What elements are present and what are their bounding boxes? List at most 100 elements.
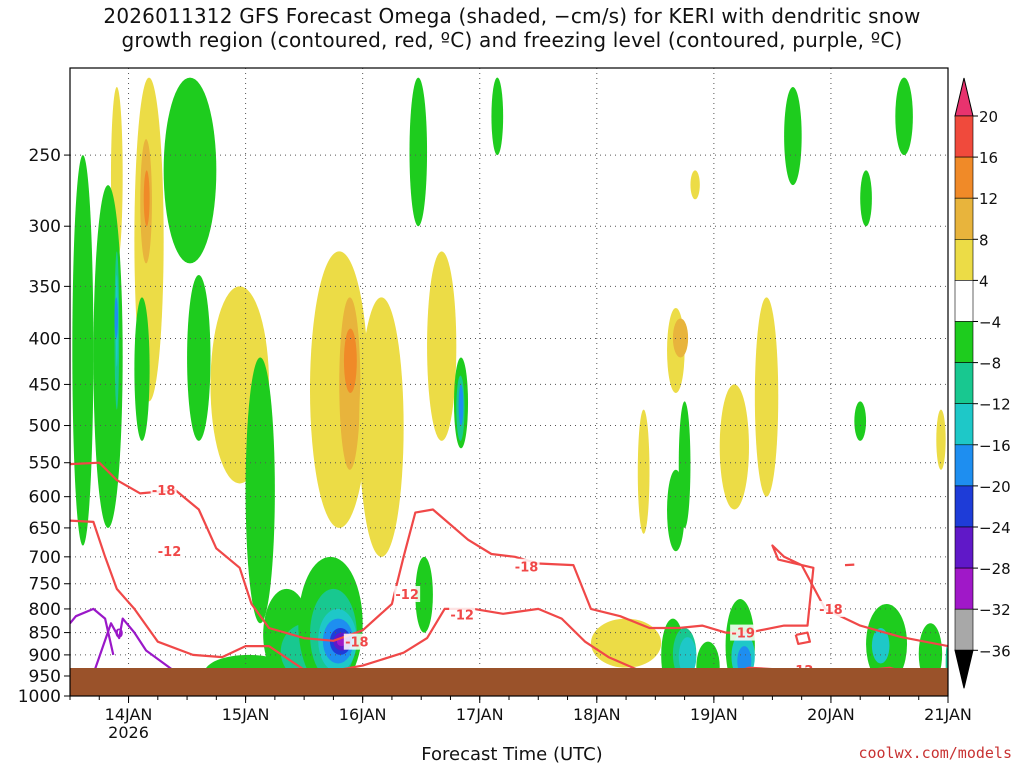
omega-blob xyxy=(409,77,428,227)
colorbar-segment xyxy=(954,197,974,240)
omega-blob xyxy=(895,77,913,156)
omega-blob xyxy=(491,77,504,156)
y-tick-label: 600 xyxy=(29,488,61,508)
credit-text: coolwx.com/models xyxy=(858,744,1012,762)
colorbar-label: 8 xyxy=(979,231,989,249)
contour-label-bg xyxy=(343,633,370,650)
omega-blob xyxy=(187,275,211,441)
dgz-contour-label: -18 xyxy=(345,636,369,651)
omega-blob xyxy=(245,357,275,624)
colorbar-segment xyxy=(954,239,974,281)
dgz-contour-label: -18 xyxy=(515,561,539,576)
contour-label-bg xyxy=(513,558,540,575)
omega-blob xyxy=(415,556,433,633)
omega-blob xyxy=(860,170,872,227)
colorbar-segment xyxy=(954,362,974,405)
dgz-contour-label: -18 xyxy=(152,484,176,499)
colorbar-top-arrow xyxy=(954,77,974,117)
y-tick-label: 900 xyxy=(29,646,61,666)
colorbar-segment xyxy=(954,526,974,569)
x-axis-label: Forecast Time (UTC) xyxy=(421,744,603,765)
colorbar-label: 16 xyxy=(979,149,998,167)
colorbar-segment xyxy=(954,280,974,322)
chart-title: 2026011312 GFS Forecast Omega (shaded, −… xyxy=(0,4,1024,52)
x-axis: 14JAN 15JAN 16JAN 17JAN 18JAN 19JAN 20JAN 21JAN… xyxy=(69,696,972,742)
omega-blob xyxy=(590,618,662,668)
colorbar-segment xyxy=(954,403,974,446)
colorbar-segment xyxy=(954,485,974,528)
x-tick-label: 20JAN xyxy=(807,705,855,724)
x-tick-label: 19JAN xyxy=(690,705,738,724)
contour-label-bg xyxy=(730,624,757,641)
colorbar-segment xyxy=(954,321,974,363)
title-line-1: 2026011312 GFS Forecast Omega (shaded, −… xyxy=(103,4,921,28)
colorbar-label: −32 xyxy=(979,601,1011,619)
omega-blob xyxy=(678,401,691,528)
y-tick-label: 950 xyxy=(29,667,61,687)
y-tick-label: 700 xyxy=(29,548,61,568)
dgz-small-segment xyxy=(844,563,855,567)
omega-blob xyxy=(359,297,404,557)
colorbar-label: −16 xyxy=(979,437,1011,455)
colorbar-label: 12 xyxy=(979,190,998,208)
dgz-contour-label: -18 xyxy=(819,603,843,618)
omega-blob xyxy=(784,87,802,186)
omega-shading xyxy=(72,77,948,693)
freezing-contour-label: 0 xyxy=(115,627,123,641)
colorbar-label: −12 xyxy=(979,396,1011,414)
y-tick-label: 850 xyxy=(29,624,61,644)
ground-shading xyxy=(70,668,948,696)
y-tick-label: 400 xyxy=(29,329,61,349)
y-tick-label: 550 xyxy=(29,454,61,474)
x-tick-label: 14JAN xyxy=(105,705,153,724)
dgz-contour-label: -19 xyxy=(731,627,755,642)
omega-blob xyxy=(678,637,697,676)
colorbar-label: 20 xyxy=(979,108,998,126)
omega-blob xyxy=(343,328,357,393)
colorbar-bottom-arrow xyxy=(954,649,974,689)
y-tick-label: 250 xyxy=(29,146,61,166)
colorbar-label: −28 xyxy=(979,560,1011,578)
colorbar-label: −8 xyxy=(979,355,1001,373)
y-tick-label: 800 xyxy=(29,600,61,620)
colorbar-segment xyxy=(954,156,974,199)
omega-blob xyxy=(143,170,150,227)
y-tick-label: 500 xyxy=(29,417,61,437)
colorbar-segment xyxy=(954,115,974,158)
y-tick-label: 750 xyxy=(29,575,61,595)
x-tick-label: 15JAN xyxy=(222,705,270,724)
omega-blob xyxy=(690,170,700,200)
colorbar-segment xyxy=(954,567,974,610)
contour-label-bg xyxy=(449,606,476,623)
contour-label-bg xyxy=(156,543,183,560)
y-tick-label: 350 xyxy=(29,277,61,297)
colorbar-segment xyxy=(954,444,974,487)
dgz-small-loop xyxy=(794,631,811,645)
y-tick-label: 300 xyxy=(29,217,61,237)
contour-label-bg xyxy=(394,586,421,603)
y-axis: 2503003504004505005506006507007508008509… xyxy=(18,146,70,707)
omega-blob xyxy=(854,401,867,441)
colorbar-label: −20 xyxy=(979,478,1011,496)
omega-blob xyxy=(163,77,217,264)
omega-blob xyxy=(637,409,650,534)
omega-blob xyxy=(936,409,946,470)
colorbar-label: −4 xyxy=(979,314,1001,332)
omega-blob xyxy=(719,384,749,510)
y-tick-label: 450 xyxy=(29,375,61,395)
colorbar-label: 4 xyxy=(979,272,989,290)
colorbar-label: −24 xyxy=(979,519,1011,537)
omega-blob xyxy=(114,297,118,339)
x-tick-label: 17JAN xyxy=(456,705,504,724)
x-tick-label: 16JAN xyxy=(339,705,387,724)
omega-blob xyxy=(72,155,94,546)
x-year-label: 2026 xyxy=(108,723,149,742)
dgz-contour-label: -12 xyxy=(158,545,182,560)
colorbar-label: −36 xyxy=(979,642,1011,660)
omega-blob xyxy=(134,297,150,441)
x-tick-label: 18JAN xyxy=(573,705,621,724)
title-line-2: growth region (contoured, red, ºC) and f… xyxy=(121,28,903,52)
omega-blob xyxy=(427,251,457,441)
omega-blob xyxy=(458,384,464,426)
